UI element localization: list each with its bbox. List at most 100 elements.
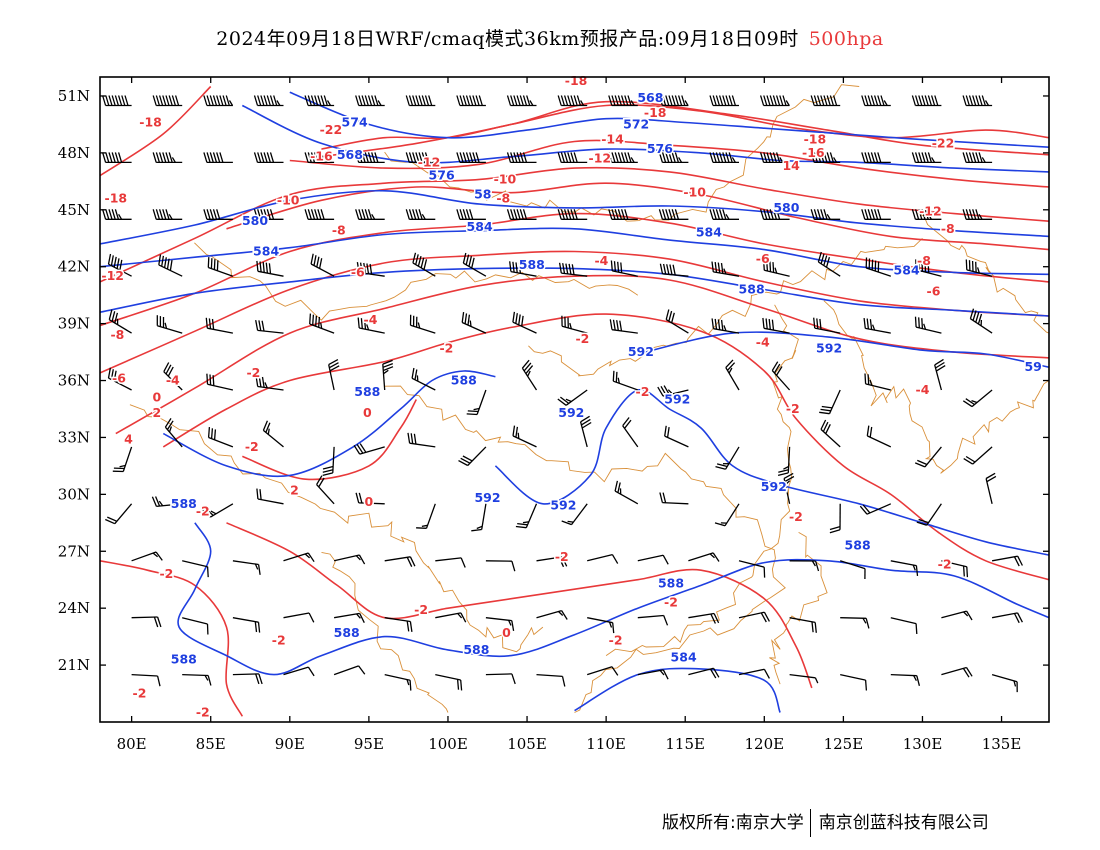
temperature-contour-label: -12	[919, 204, 942, 219]
temperature-contour-label: -4	[594, 253, 608, 268]
title-level: 500hpa	[808, 28, 884, 50]
lon-tick-label: 90E	[275, 735, 305, 753]
lon-tick-label: 100E	[428, 735, 468, 753]
wind-barb	[777, 446, 791, 477]
temperature-contour-label: -18	[565, 73, 588, 88]
lat-tick-label: 33N	[58, 428, 90, 446]
lon-tick-label: 80E	[117, 735, 147, 753]
height-contour-label: 588	[171, 651, 197, 666]
wind-barb	[164, 418, 183, 448]
height-contour-label: 588	[354, 384, 380, 399]
wind-barb	[256, 488, 284, 505]
temperature-contour	[100, 250, 1049, 374]
wind-barb	[789, 617, 817, 633]
wind-barb	[304, 95, 335, 107]
wind-barb	[506, 95, 537, 107]
temperature-contour-label: -2	[272, 632, 286, 647]
wind-barb	[962, 152, 993, 164]
temperature-contour	[100, 212, 1049, 327]
wind-barb	[357, 317, 385, 334]
wind-barb	[203, 209, 233, 220]
wind-barb	[709, 209, 739, 220]
wind-barb	[304, 209, 335, 220]
footer-right: 南京创蓝科技有限公司	[818, 813, 989, 833]
wind-barb	[865, 257, 892, 277]
height-contour-label: 59	[1024, 359, 1041, 374]
wind-barb	[817, 251, 841, 277]
wind-barb	[512, 425, 537, 448]
lat-tick-label: 51N	[58, 87, 90, 105]
wind-barb	[587, 553, 619, 564]
height-contour-label: 592	[550, 498, 576, 513]
wind-barb	[969, 308, 993, 334]
height-contour	[100, 227, 1049, 276]
height-contour	[100, 267, 1049, 317]
wind-barb-layer	[101, 95, 1023, 693]
wind-barb	[283, 666, 315, 677]
wind-barb	[819, 389, 841, 415]
wind-barb	[405, 152, 436, 164]
wind-barb	[711, 261, 740, 277]
wind-barb	[322, 446, 335, 477]
wind-barb	[608, 95, 638, 107]
coastline-segment	[383, 385, 786, 713]
temperature-contour-label: -2	[938, 557, 952, 572]
temperature-contour-label: -8	[332, 223, 346, 238]
wind-barb	[310, 253, 335, 277]
temperature-contour-label: -18	[804, 132, 827, 147]
coastline-segment	[321, 551, 449, 713]
wind-barb	[840, 560, 866, 580]
wind-barb	[435, 612, 467, 623]
height-contour-label: 588	[334, 625, 360, 640]
wind-barb	[762, 259, 790, 277]
wind-barb	[941, 666, 973, 678]
wind-barb	[256, 260, 284, 277]
wind-barb	[911, 95, 942, 107]
temperature-contour-label: -8	[496, 190, 510, 205]
footer-left: 版权所有:南京大学	[662, 813, 804, 833]
wind-barb	[152, 209, 183, 220]
coastline-segment	[384, 84, 860, 222]
wind-barb	[637, 669, 669, 680]
wind-barb	[934, 358, 946, 391]
height-contour-label: 568	[337, 147, 363, 162]
temperature-contour-label: -22	[932, 135, 955, 150]
height-contour-label: 580	[773, 200, 799, 215]
wind-barb	[156, 315, 183, 334]
wind-barb	[384, 673, 412, 691]
wind-barb	[255, 319, 284, 334]
wind-barb	[405, 95, 436, 107]
wind-barb	[709, 95, 739, 107]
wind-barb	[461, 312, 487, 334]
wind-barb	[665, 309, 689, 334]
temperature-contour-label: -18	[139, 115, 162, 130]
temperature-contour-label: -2	[555, 549, 569, 564]
height-contour-label: 592	[628, 344, 654, 359]
wind-barb	[333, 554, 366, 565]
wind-barb	[866, 425, 892, 448]
wind-barb	[412, 252, 436, 277]
height-contour	[162, 370, 496, 478]
wind-barb	[112, 446, 133, 473]
wind-barb	[941, 610, 973, 621]
wind-barb	[485, 673, 516, 685]
wind-barb	[664, 425, 689, 448]
wind-barb	[659, 492, 689, 505]
wind-barb	[941, 560, 969, 578]
wind-barb	[688, 552, 720, 562]
temperature-contour-label: -4	[916, 382, 930, 397]
temperature-contour-label: -2	[196, 503, 210, 518]
wind-barb	[916, 503, 942, 526]
height-contour-label: 576	[429, 168, 455, 183]
wind-barb	[506, 152, 537, 164]
height-contour-label: 584	[894, 263, 920, 278]
wind-barb	[182, 617, 209, 635]
wind-barb	[384, 556, 416, 567]
wind-barb	[714, 503, 740, 527]
wind-barb	[658, 152, 689, 164]
wind-barb	[466, 389, 487, 416]
temperature-contour-label: -2	[786, 401, 800, 416]
temperature-contour-label: -8	[110, 327, 124, 342]
